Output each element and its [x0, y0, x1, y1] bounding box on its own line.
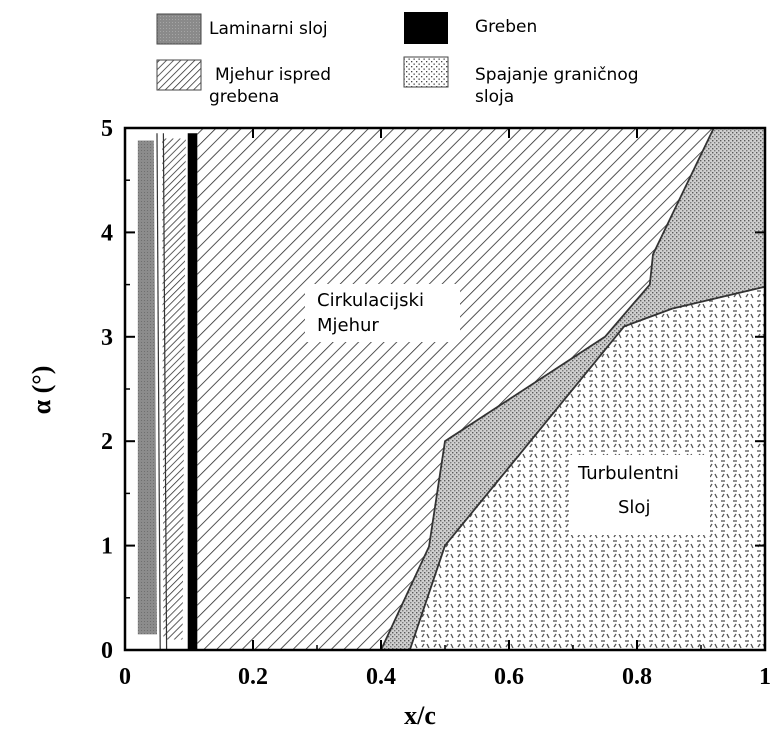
boundary-upper-line	[380, 128, 715, 650]
annotation-circulation-bubble-line2: Mjehur	[317, 315, 379, 336]
legend-swatch-laminar	[156, 13, 202, 45]
legend-label-ridge: Greben	[475, 17, 537, 37]
x-tick-label: 1	[759, 664, 771, 690]
x-tick-label: 0	[119, 664, 131, 690]
legend-swatch-ridge	[404, 12, 448, 44]
y-axis-label: α (°)	[27, 366, 56, 415]
y-tick-label: 1	[101, 534, 113, 560]
legend-entry-bubble-front: Mjehur ispred grebena	[156, 59, 336, 107]
legend-entry-reattachment: Spajanje graničnog sloja	[403, 56, 644, 107]
legend-label-reattachment: Spajanje graničnog sloja	[475, 65, 644, 107]
annotation-circulation-bubble-line1: Cirkulacijski	[317, 290, 424, 311]
y-tick-label: 0	[101, 638, 113, 664]
legend-entry-ridge: Greben	[404, 12, 537, 44]
legend-label-bubble-front-line2: grebena	[209, 87, 279, 107]
x-axis-label: x/c	[404, 701, 436, 730]
y-tick-label: 2	[101, 429, 113, 455]
boundary-lower-line	[408, 285, 765, 650]
legend-label-bubble-front: Mjehur ispred grebena	[209, 65, 336, 107]
strip-edge-line	[162, 133, 168, 650]
tick-layer: 0 0.2 0.4 0.6 0.8 1 0 1 2 3 4 5	[101, 116, 771, 690]
annotation-bg-turbulent	[570, 455, 710, 535]
legend: Laminarni sloj Greben Mjehur ispred greb…	[156, 12, 644, 107]
y-tick-label: 5	[101, 116, 113, 142]
region-laminar	[137, 140, 157, 635]
boundary-layer	[156, 128, 765, 650]
x-tick-label: 0.2	[238, 664, 268, 690]
legend-swatch-bubble-front	[156, 59, 202, 91]
region-ridge	[187, 133, 198, 650]
y-tick-label: 4	[101, 220, 113, 246]
legend-swatch-reattachment	[403, 56, 449, 88]
annotation-bg-circulation-bubble	[305, 284, 460, 342]
x-tick-label: 0.8	[622, 664, 652, 690]
strip-edge-line	[156, 133, 161, 650]
region-bubble-front	[162, 138, 186, 640]
x-tick-label: 0.6	[494, 664, 524, 690]
annotation-turbulent-line1: Turbulentni	[577, 463, 679, 484]
x-tick-label: 0.4	[366, 664, 396, 690]
region-label-layer: Cirkulacijski Mjehur Turbulentni Sloj	[305, 284, 710, 535]
regions-layer	[137, 128, 765, 650]
annotation-turbulent-line2: Sloj	[618, 497, 650, 518]
region-reattachment	[381, 128, 765, 650]
legend-label-reattachment-line1: Spajanje graničnog	[475, 65, 639, 85]
y-tick-label: 3	[101, 325, 113, 351]
legend-entry-laminar: Laminarni sloj	[156, 13, 328, 45]
legend-label-laminar: Laminarni sloj	[209, 19, 328, 39]
legend-label-reattachment-line2: sloja	[475, 87, 514, 107]
region-circulation-bubble	[197, 128, 714, 650]
legend-label-bubble-front-line1: Mjehur ispred	[215, 65, 331, 85]
